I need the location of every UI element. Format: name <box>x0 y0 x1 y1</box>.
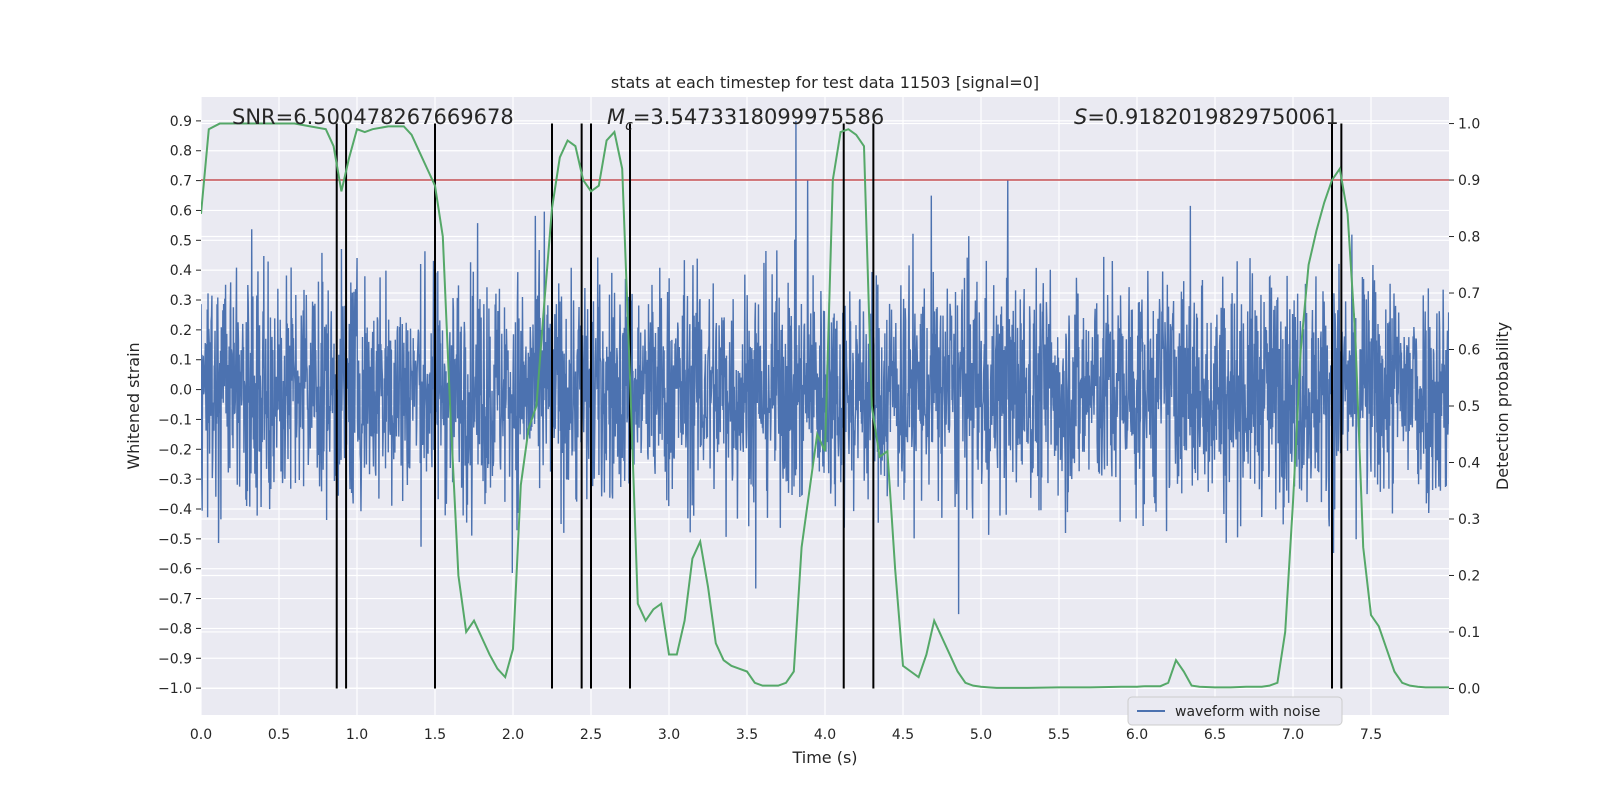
y-tick-label: −0.2 <box>158 442 192 458</box>
y-tick-label: −0.7 <box>158 592 192 608</box>
y-tick-label: 0.6 <box>170 203 192 219</box>
x-tick-label: 6.5 <box>1204 727 1226 743</box>
x-tick-label: 3.0 <box>658 727 680 743</box>
legend: waveform with noise <box>1127 696 1343 726</box>
waveform-series <box>201 120 1449 615</box>
s-value: =0.9182019829750061 <box>1087 105 1338 129</box>
s-symbol: S <box>1074 105 1087 129</box>
y-axis-title: Whitened strain <box>124 342 143 469</box>
y2-tick-label: 0.6 <box>1458 343 1480 359</box>
y-tick-label: 0.8 <box>170 144 192 160</box>
y2-tick-label: 0.8 <box>1458 230 1480 246</box>
y-tick-label: 0.2 <box>170 323 192 339</box>
x-axis-ticks: 0.0 0.5 1.0 1.5 2.0 2.5 3.0 3.5 4.0 4.5 5.0 5.5 6.0 6… <box>190 727 1382 743</box>
legend-box <box>1127 696 1343 726</box>
y-tick-label: −0.4 <box>158 502 192 518</box>
y-tick-label: 0.5 <box>170 233 192 249</box>
y-tick-label: −0.9 <box>158 651 192 667</box>
snr-label: SNR=6.500478267669678 <box>232 105 514 129</box>
x-tick-label: 5.0 <box>970 727 992 743</box>
x-tick-label: 0.0 <box>190 727 212 743</box>
y2-tick-label: 0.4 <box>1458 455 1480 471</box>
chirp-mass-subscript: c <box>625 118 633 134</box>
y2-tick-label: 1.0 <box>1458 117 1480 133</box>
x-axis-title: Time (s) <box>791 748 857 767</box>
chirp-mass-symbol: M <box>607 105 625 129</box>
x-tick-label: 5.5 <box>1048 727 1070 743</box>
y-tick-label: 0.3 <box>170 293 192 309</box>
y-axis-ticks: 0.9 0.8 0.7 0.6 0.5 0.4 0.3 0.2 0.1 0.0 −0.1 −0.2 −0… <box>158 114 201 697</box>
detection-boundaries <box>335 123 1343 689</box>
plot-content <box>201 120 1449 689</box>
y-tick-label: 0.1 <box>170 353 192 369</box>
x-tick-label: 4.5 <box>892 727 914 743</box>
detection-probability-series <box>201 122 1449 689</box>
x-tick-label: 1.5 <box>424 727 446 743</box>
y-tick-label: −0.1 <box>158 412 192 428</box>
x-tick-label: 2.0 <box>502 727 524 743</box>
y-tick-label: 0.9 <box>170 114 192 130</box>
s-label: S=0.9182019829750061 <box>1074 105 1339 129</box>
y2-tick-label: 0.7 <box>1458 286 1480 302</box>
x-tick-label: 2.5 <box>580 727 602 743</box>
y-tick-label: 0.4 <box>170 263 192 279</box>
chart-title: stats at each timestep for test data 115… <box>611 73 1039 92</box>
chirp-mass-label: Mc=3.5473318099975586 <box>607 105 884 134</box>
x-tick-label: 0.5 <box>268 727 290 743</box>
y2-tick-label: 0.1 <box>1458 625 1480 641</box>
y2-tick-label: 0.5 <box>1458 399 1480 415</box>
y2-tick-label: 0.2 <box>1458 568 1480 584</box>
x-tick-label: 1.0 <box>346 727 368 743</box>
y2-axis-ticks: 1.0 0.9 0.8 0.7 0.6 0.5 0.4 0.3 0.2 0.1 0.0 <box>1449 117 1480 697</box>
chirp-mass-value: =3.5473318099975586 <box>633 105 884 129</box>
y-tick-label: 0.0 <box>170 383 192 399</box>
y2-tick-label: 0.0 <box>1458 681 1480 697</box>
x-tick-label: 7.5 <box>1360 727 1382 743</box>
y-tick-label: −0.6 <box>158 562 192 578</box>
x-tick-label: 4.0 <box>814 727 836 743</box>
y-tick-label: −0.8 <box>158 621 192 637</box>
y2-tick-label: 0.9 <box>1458 173 1480 189</box>
y2-axis-title: Detection probability <box>1493 322 1512 490</box>
y-tick-label: −0.3 <box>158 472 192 488</box>
x-tick-label: 6.0 <box>1126 727 1148 743</box>
y-tick-label: −1.0 <box>158 681 192 697</box>
y-tick-label: −0.5 <box>158 532 192 548</box>
x-tick-label: 3.5 <box>736 727 758 743</box>
legend-label: waveform with noise <box>1175 704 1320 720</box>
y2-tick-label: 0.3 <box>1458 512 1480 528</box>
x-tick-label: 7.0 <box>1282 727 1304 743</box>
y-tick-label: 0.7 <box>170 174 192 190</box>
